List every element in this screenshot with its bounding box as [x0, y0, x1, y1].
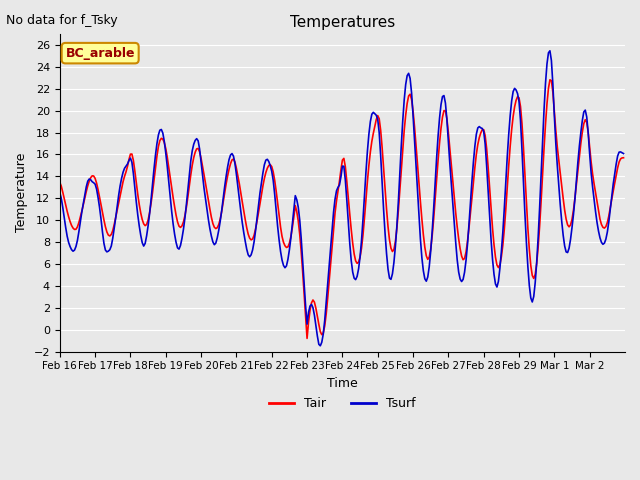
Tsurf — [620, 151, 627, 156]
X-axis label: Time: Time — [327, 377, 358, 390]
Tair — [620, 155, 627, 161]
Tsurf — [56, 190, 63, 195]
Tair — [543, 101, 551, 107]
Legend: Tair, Tsurf: Tair, Tsurf — [264, 392, 420, 415]
Tair — [348, 227, 355, 232]
Tair — [93, 180, 100, 186]
Tair — [75, 219, 83, 225]
Tair — [618, 155, 626, 161]
Y-axis label: Temperature: Temperature — [15, 153, 28, 232]
Tsurf — [75, 228, 83, 234]
Tsurf — [460, 276, 467, 282]
Tsurf — [618, 150, 626, 156]
Tair — [546, 77, 554, 83]
Line: Tsurf: Tsurf — [60, 51, 623, 346]
Line: Tair: Tair — [60, 80, 623, 338]
Tair — [460, 257, 467, 263]
Tsurf — [348, 258, 355, 264]
Tsurf — [543, 61, 551, 67]
Tair — [303, 336, 311, 341]
Tsurf — [546, 48, 554, 54]
Text: BC_arable: BC_arable — [65, 47, 135, 60]
Tair — [56, 180, 63, 185]
Tsurf — [316, 343, 324, 348]
Tsurf — [93, 186, 100, 192]
Title: Temperatures: Temperatures — [290, 15, 395, 30]
Text: No data for f_Tsky: No data for f_Tsky — [6, 14, 118, 27]
